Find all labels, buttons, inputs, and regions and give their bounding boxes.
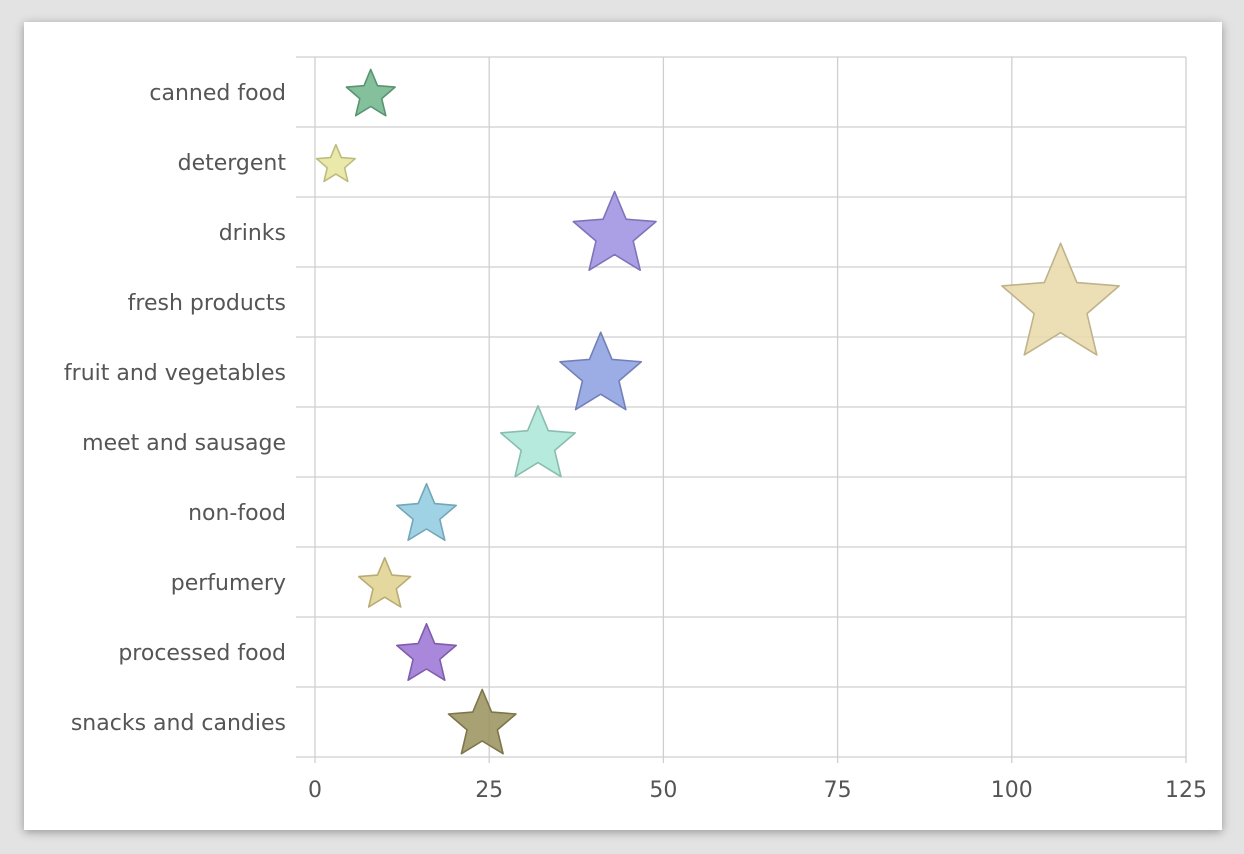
star-marker (1001, 242, 1120, 356)
x-tick-label: 50 (649, 778, 677, 803)
y-category-label: non-food (188, 501, 286, 526)
x-tick-label: 25 (475, 778, 503, 803)
star-marker (559, 331, 643, 411)
x-tick-label: 100 (991, 778, 1033, 803)
star-scatter-chart: 0 25 50 75 100 125 canned food detergent drinks f… (64, 56, 1207, 803)
star-marker (572, 190, 657, 271)
x-tick-label: 0 (308, 778, 322, 803)
chart-card: 0 25 50 75 100 125 canned food detergent drinks f… (24, 22, 1222, 830)
star-marker (315, 143, 357, 183)
x-tick-label: 125 (1165, 778, 1207, 803)
star-marker (345, 68, 396, 117)
star-marker (357, 556, 412, 608)
star-marker (395, 482, 458, 542)
y-category-label: drinks (219, 221, 286, 246)
y-category-label: detergent (178, 151, 287, 176)
y-category-label: canned food (149, 81, 286, 106)
y-category-label: fruit and vegetables (64, 361, 286, 386)
y-category-label: fresh products (128, 291, 286, 316)
y-category-label: snacks and candies (71, 711, 286, 736)
y-category-label: processed food (118, 641, 286, 666)
y-category-label: meet and sausage (82, 431, 286, 456)
x-tick-label: 75 (824, 778, 852, 803)
star-marker (447, 688, 517, 755)
y-category-label: perfumery (171, 571, 286, 596)
star-marker (395, 622, 458, 682)
star-marker (499, 404, 577, 478)
